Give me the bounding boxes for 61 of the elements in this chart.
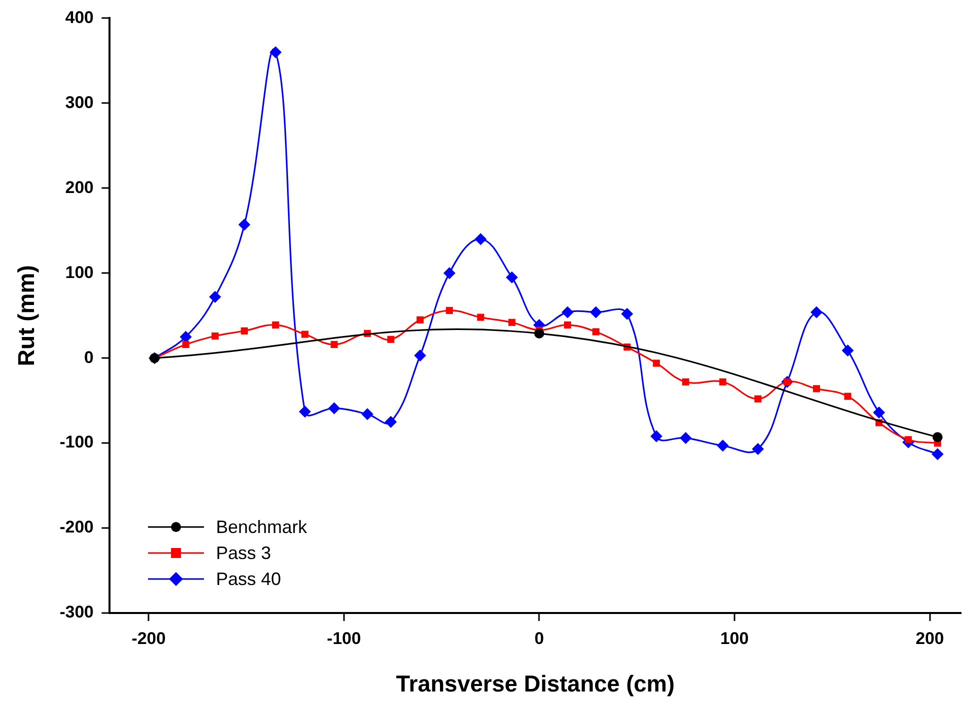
point — [416, 316, 424, 324]
point — [384, 416, 397, 428]
y-axis-title: Rut (mm) — [13, 265, 40, 366]
y-tick-label: 400 — [65, 8, 94, 27]
point — [477, 314, 484, 321]
point — [872, 406, 885, 418]
y-tick-label: 200 — [65, 178, 94, 197]
point — [361, 408, 374, 420]
x-tick-label: 200 — [916, 628, 944, 648]
x-tick-label: 100 — [720, 628, 749, 648]
y-tick-label: 300 — [65, 92, 94, 112]
point — [238, 218, 250, 231]
point — [562, 306, 574, 318]
point — [844, 392, 852, 400]
point — [298, 406, 311, 418]
point — [474, 233, 487, 246]
x-tick-label: -100 — [326, 628, 361, 648]
x-tick-label: 0 — [534, 628, 544, 648]
y-tick-label: -300 — [60, 602, 94, 622]
x-tick-label: -200 — [132, 628, 166, 648]
point — [506, 271, 518, 284]
point — [621, 308, 634, 320]
point — [719, 378, 726, 386]
x-axis-title: Transverse Distance (cm) — [396, 670, 675, 697]
point — [446, 306, 453, 314]
point — [590, 306, 602, 318]
point — [272, 321, 280, 328]
point — [270, 46, 282, 58]
point — [680, 432, 692, 444]
point — [752, 443, 764, 456]
point — [754, 395, 762, 402]
point — [414, 350, 426, 362]
point — [842, 344, 854, 356]
point — [812, 385, 820, 392]
point — [328, 402, 340, 414]
point — [387, 336, 394, 343]
point — [508, 318, 516, 326]
point — [182, 340, 190, 348]
y-tick-label: -100 — [60, 432, 94, 452]
point — [932, 432, 943, 442]
point — [716, 440, 729, 452]
point — [443, 267, 456, 280]
point — [534, 328, 544, 338]
point — [212, 332, 219, 340]
legend-label: Pass 3 — [216, 542, 272, 565]
legend-label: Benchmark — [216, 516, 308, 539]
point — [330, 340, 338, 348]
y-tick-label: 0 — [84, 348, 94, 367]
point — [592, 328, 600, 336]
point — [682, 378, 690, 386]
point — [810, 306, 822, 318]
point — [301, 330, 308, 338]
y-tick-label: -200 — [60, 518, 94, 537]
point — [564, 321, 572, 328]
point — [652, 360, 660, 367]
legend-label: Pass 40 — [216, 568, 282, 591]
point — [650, 430, 662, 442]
point — [240, 327, 248, 334]
point — [932, 448, 944, 460]
y-tick-label: 100 — [65, 262, 94, 282]
point — [209, 290, 222, 303]
